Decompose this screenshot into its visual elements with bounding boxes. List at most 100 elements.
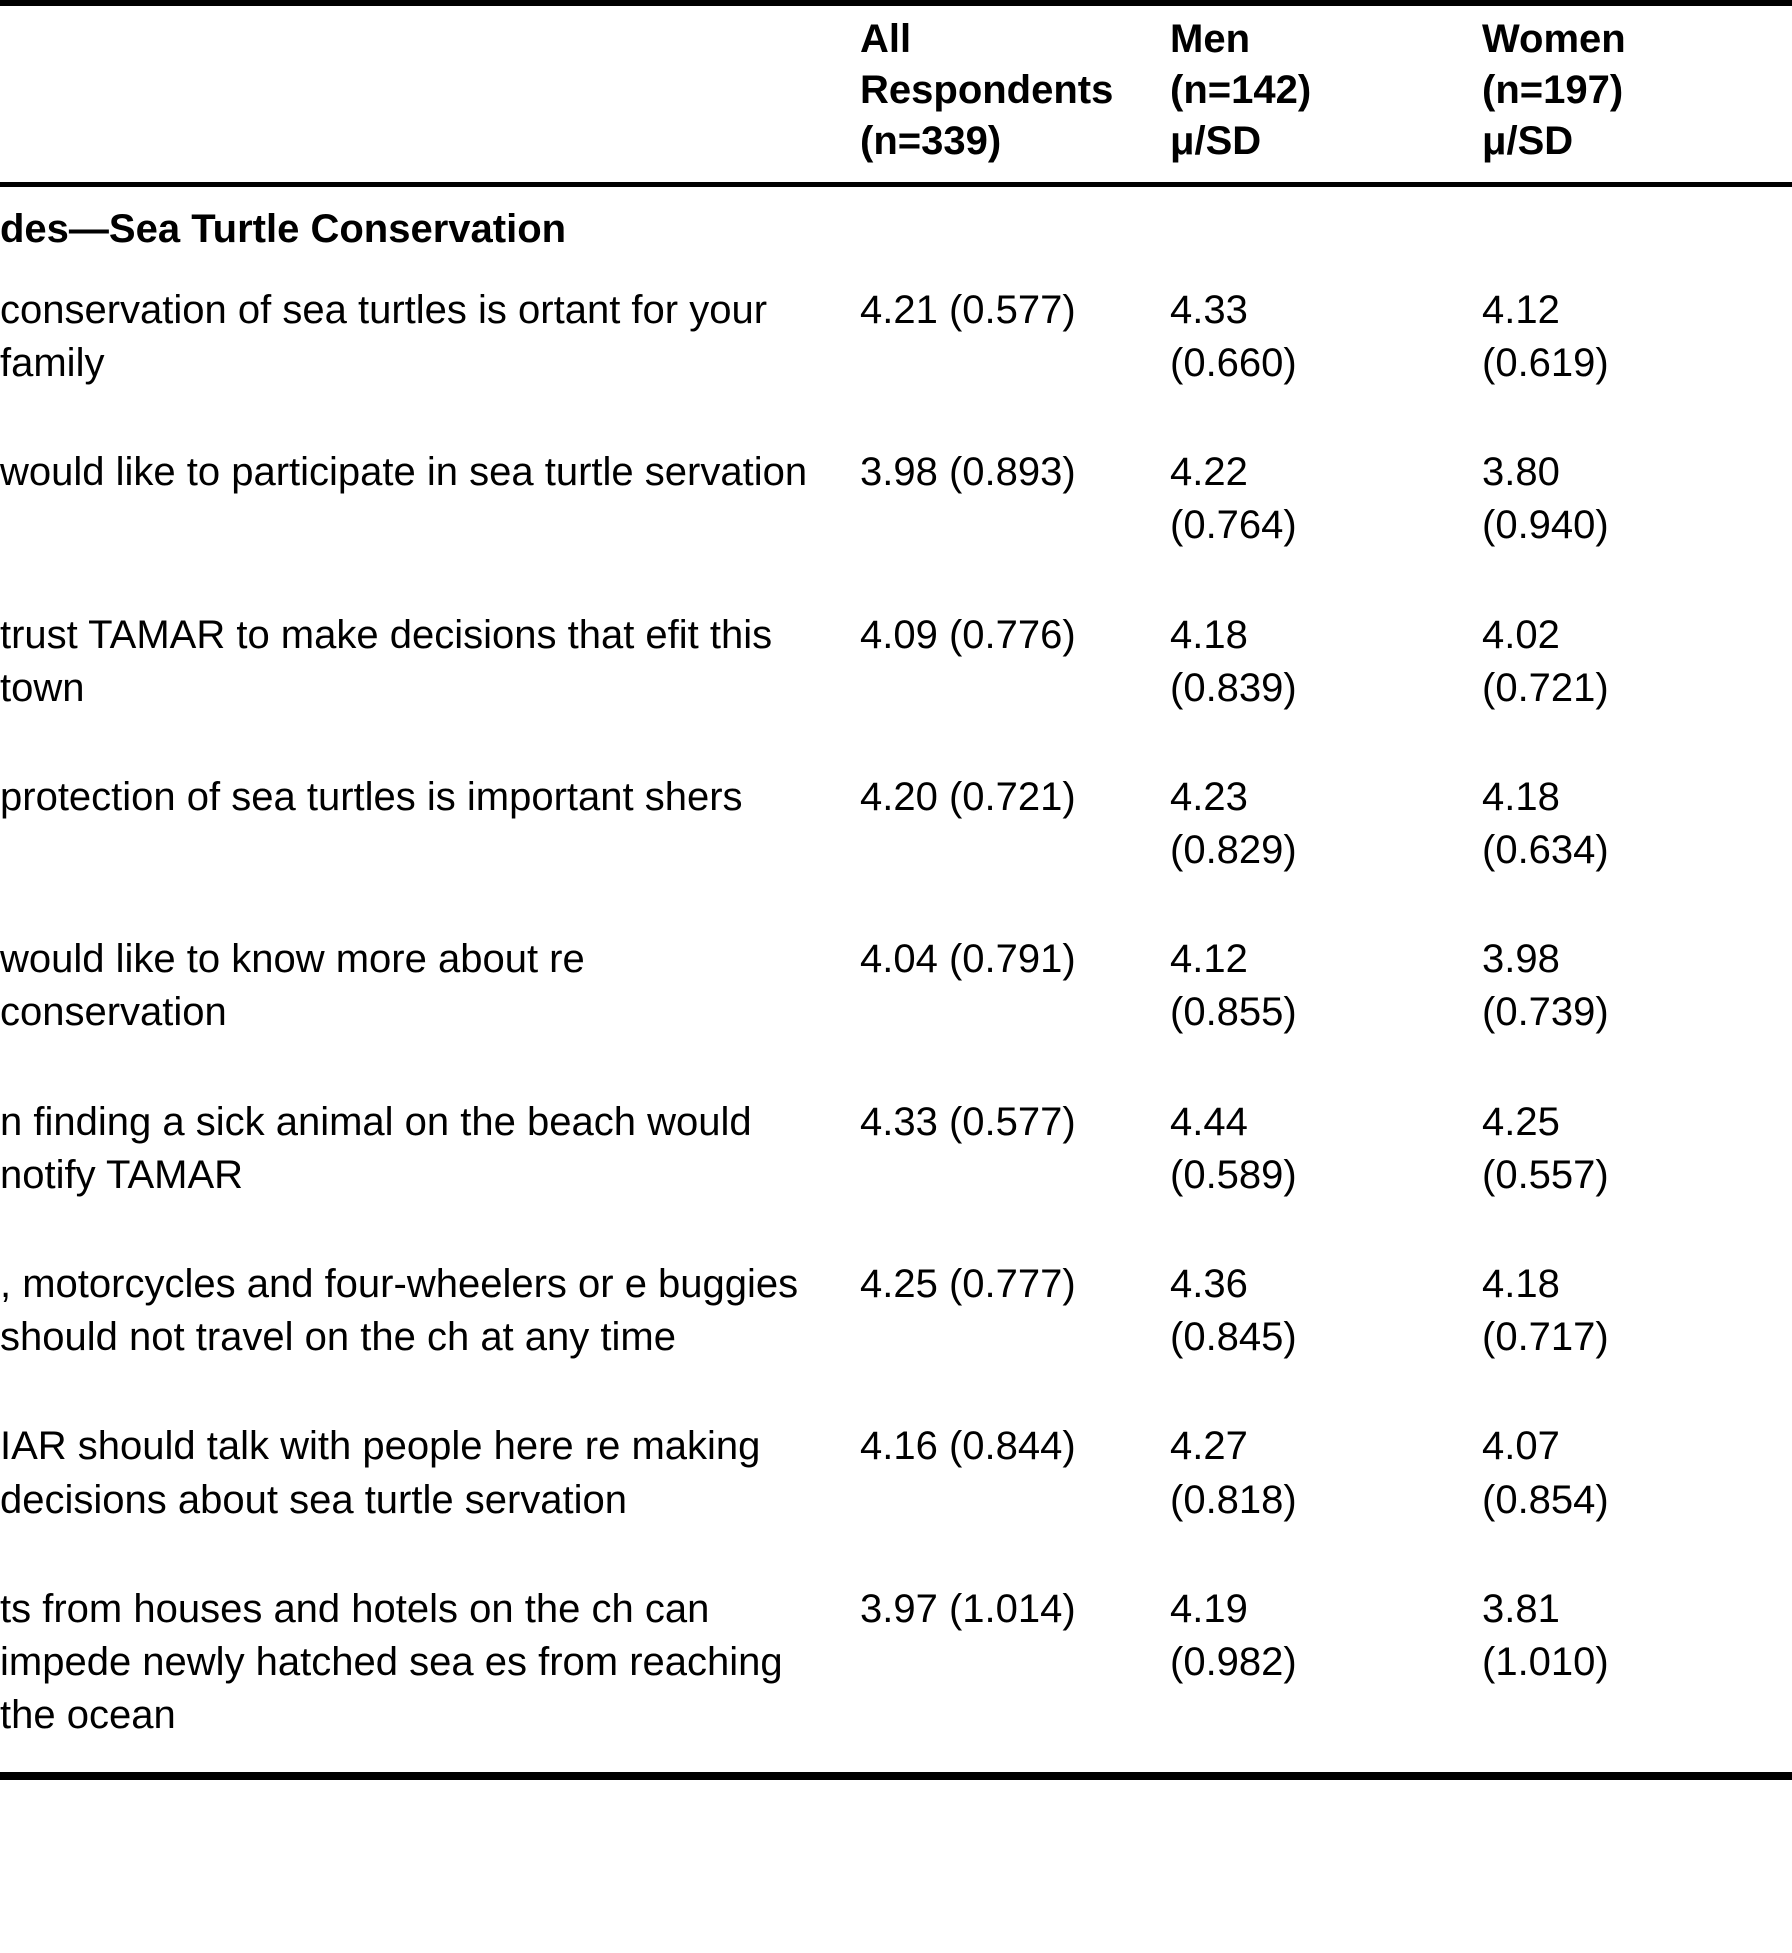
all-mean-sd: 3.97 (1.014): [860, 1586, 1076, 1631]
table-row: , motorcycles and four-wheelers or e bug…: [0, 1232, 1792, 1394]
row-women-value: 3.98 (0.739): [1482, 907, 1792, 1069]
row-statement: conservation of sea turtles is ortant fo…: [0, 287, 768, 385]
row-women-value: 4.18 (0.634): [1482, 745, 1792, 907]
men-sd: (0.982): [1170, 1639, 1297, 1684]
table-rule-top: [0, 0, 1792, 9]
all-mean-sd: 4.20 (0.721): [860, 774, 1076, 819]
table-rule-bottom-row: [0, 1772, 1792, 1837]
header-row: All Respondents (n=339) Men (n=142) μ/SD…: [0, 8, 1792, 184]
row-statement: n finding a sick animal on the beach wou…: [0, 1099, 752, 1197]
all-mean-sd: 4.21 (0.577): [860, 287, 1076, 332]
row-all-value: 4.04 (0.791): [860, 907, 1170, 1069]
section-header-cell: des—Sea Turtle Conservation: [0, 189, 1792, 258]
men-sd: (0.764): [1170, 503, 1297, 548]
column-header-statement: [0, 8, 860, 184]
table-row: would like to participate in sea turtle …: [0, 420, 1792, 582]
women-mean: 3.81: [1482, 1586, 1560, 1631]
all-mean-sd: 4.04 (0.791): [860, 937, 1076, 982]
table-rule-header-bottom: [0, 181, 1792, 189]
row-men-value: 4.23 (0.829): [1170, 745, 1482, 907]
men-mean: 4.12: [1170, 937, 1248, 982]
all-mean-sd: 4.25 (0.777): [860, 1262, 1076, 1306]
row-women-value: 4.25 (0.557): [1482, 1070, 1792, 1232]
row-statement: would like to participate in sea turtle …: [0, 450, 808, 495]
men-sd: (0.855): [1170, 990, 1297, 1035]
row-statement: , motorcycles and four-wheelers or e bug…: [0, 1262, 799, 1360]
men-mean: 4.27: [1170, 1424, 1248, 1469]
table-row: would like to know more about re conserv…: [0, 907, 1792, 1069]
column-header-women: Women (n=197) μ/SD: [1482, 17, 1626, 164]
row-all-value: 4.21 (0.577): [860, 258, 1170, 420]
statistics-table: All Respondents (n=339) Men (n=142) μ/SD…: [0, 0, 1792, 1837]
all-mean-sd: 4.16 (0.844): [860, 1424, 1076, 1469]
row-all-value: 4.33 (0.577): [860, 1070, 1170, 1232]
women-sd: (0.634): [1482, 828, 1609, 873]
row-statement: ts from houses and hotels on the ch can …: [0, 1586, 783, 1738]
section-header-row: des—Sea Turtle Conservation: [0, 189, 1792, 258]
row-men-value: 4.22 (0.764): [1170, 420, 1482, 582]
row-women-value: 4.02 (0.721): [1482, 583, 1792, 745]
table-row: n finding a sick animal on the beach wou…: [0, 1070, 1792, 1232]
row-all-value: 4.25 (0.777): [860, 1232, 1170, 1394]
row-all-value: 4.20 (0.721): [860, 745, 1170, 907]
men-sd: (0.589): [1170, 1152, 1297, 1197]
row-statement: IAR should talk with people here re maki…: [0, 1424, 761, 1522]
men-sd: (0.660): [1170, 340, 1297, 385]
table-rule-mid-row: [0, 181, 1792, 189]
table-row: protection of sea turtles is important s…: [0, 745, 1792, 907]
row-women-value: 4.18 (0.717): [1482, 1232, 1792, 1394]
women-sd: (0.739): [1482, 990, 1609, 1035]
women-mean: 3.98: [1482, 937, 1560, 982]
row-men-value: 4.33 (0.660): [1170, 258, 1482, 420]
row-statement: would like to know more about re conserv…: [0, 937, 585, 1035]
men-mean: 4.36: [1170, 1262, 1248, 1306]
women-mean: 4.07: [1482, 1424, 1560, 1469]
women-mean: 4.18: [1482, 774, 1560, 819]
row-all-value: 3.97 (1.014): [860, 1557, 1170, 1777]
row-statement: protection of sea turtles is important s…: [0, 774, 743, 819]
row-men-value: 4.12 (0.855): [1170, 907, 1482, 1069]
men-mean: 4.18: [1170, 612, 1248, 657]
row-women-value: 4.12 (0.619): [1482, 258, 1792, 420]
table-row: IAR should talk with people here re maki…: [0, 1394, 1792, 1556]
men-mean: 4.22: [1170, 450, 1248, 495]
row-all-value: 4.09 (0.776): [860, 583, 1170, 745]
table-row: conservation of sea turtles is ortant fo…: [0, 258, 1792, 420]
table-row: ts from houses and hotels on the ch can …: [0, 1557, 1792, 1777]
all-mean-sd: 3.98 (0.893): [860, 450, 1076, 495]
women-sd: (1.010): [1482, 1639, 1609, 1684]
table-shift-wrapper: All Respondents (n=339) Men (n=142) μ/SD…: [0, 0, 1792, 1837]
row-men-value: 4.27 (0.818): [1170, 1394, 1482, 1556]
table-rule-top-row: [0, 0, 1792, 9]
men-mean: 4.23: [1170, 774, 1248, 819]
row-men-value: 4.36 (0.845): [1170, 1232, 1482, 1394]
row-women-value: 3.81 (1.010): [1482, 1557, 1792, 1777]
men-mean: 4.19: [1170, 1586, 1248, 1631]
women-sd: (0.717): [1482, 1315, 1609, 1360]
column-header-men: Men (n=142) μ/SD: [1170, 17, 1312, 164]
men-sd: (0.818): [1170, 1477, 1297, 1522]
women-sd: (0.721): [1482, 665, 1609, 710]
men-mean: 4.44: [1170, 1099, 1248, 1144]
women-mean: 4.25: [1482, 1099, 1560, 1144]
row-men-value: 4.44 (0.589): [1170, 1070, 1482, 1232]
men-sd: (0.839): [1170, 665, 1297, 710]
men-mean: 4.33: [1170, 287, 1248, 332]
table-body: des—Sea Turtle Conservation conservation…: [0, 189, 1792, 1837]
row-women-value: 4.07 (0.854): [1482, 1394, 1792, 1556]
column-header-all-respondents: All Respondents (n=339): [860, 17, 1114, 164]
row-all-value: 4.16 (0.844): [860, 1394, 1170, 1556]
women-sd: (0.557): [1482, 1152, 1609, 1197]
all-mean-sd: 4.33 (0.577): [860, 1099, 1076, 1144]
row-men-value: 4.19 (0.982): [1170, 1557, 1482, 1777]
section-label: des—Sea Turtle Conservation: [0, 206, 567, 251]
women-sd: (0.619): [1482, 340, 1609, 385]
row-women-value: 3.80 (0.940): [1482, 420, 1792, 582]
women-sd: (0.940): [1482, 503, 1609, 548]
table-row: trust TAMAR to make decisions that efit …: [0, 583, 1792, 745]
table-rule-bottom: [0, 1772, 1792, 1837]
women-sd: (0.854): [1482, 1477, 1609, 1522]
row-statement: trust TAMAR to make decisions that efit …: [0, 612, 773, 710]
women-mean: 4.18: [1482, 1262, 1560, 1306]
